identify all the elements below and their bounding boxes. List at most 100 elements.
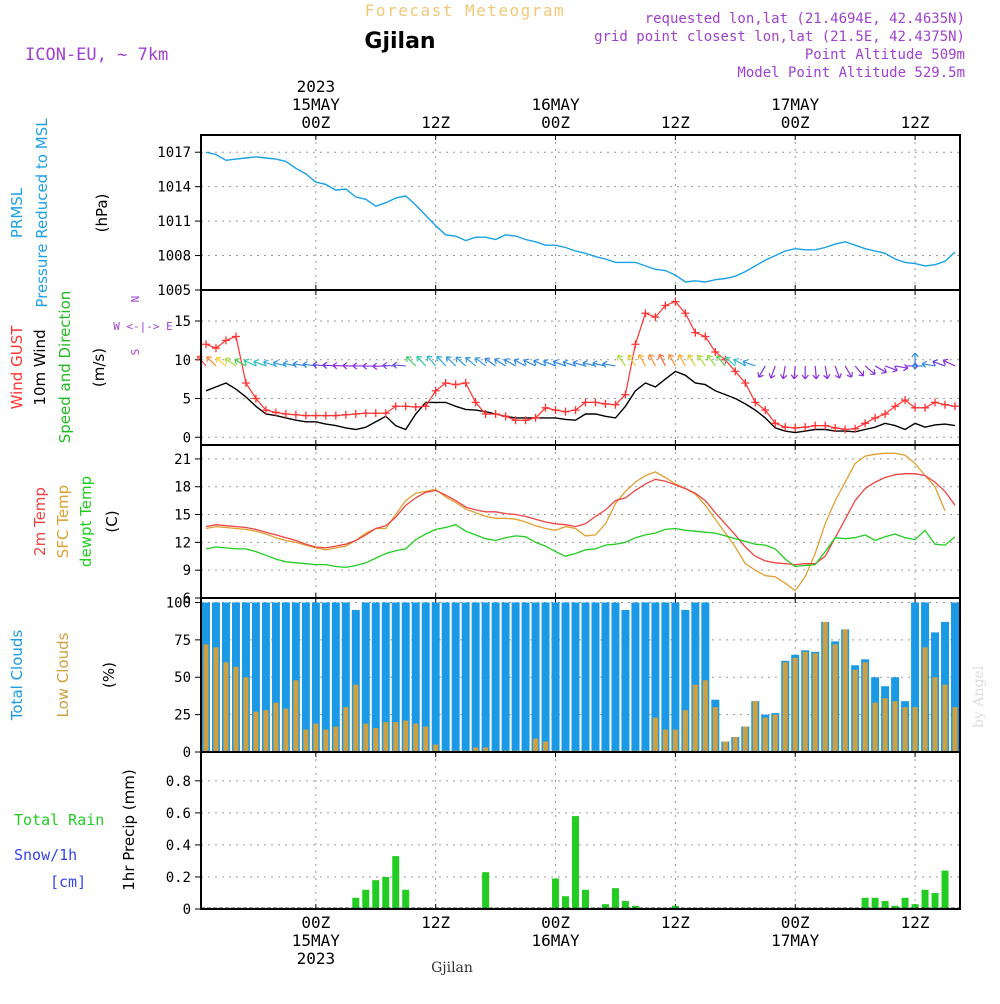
- bottom-time-label: 2023: [297, 949, 336, 968]
- panel-frame: [200, 751, 961, 910]
- wind-direction-arrow: [687, 354, 696, 367]
- rain-bar: [631, 905, 639, 909]
- top-time-label: 00Z: [301, 113, 330, 132]
- watermark: by Angel: [971, 665, 987, 728]
- y-tick-label: 1008: [157, 249, 191, 265]
- gust-marker: [791, 423, 800, 432]
- location-title: Gjilan: [364, 29, 435, 54]
- low-cloud-bar: [363, 723, 369, 752]
- wind-direction-arrow: [494, 357, 506, 367]
- temp-sfc-line: [205, 452, 946, 592]
- gust-marker: [401, 402, 410, 411]
- low-cloud-bar: [483, 747, 489, 752]
- wind-direction-arrow: [523, 358, 536, 367]
- total-cloud-bar: [671, 602, 680, 752]
- y-tick-label: 0.8: [166, 774, 191, 790]
- pressure-label-prmsl: PRMSL: [8, 187, 26, 238]
- total-cloud-bar: [591, 602, 600, 752]
- footer-location: Gjilan: [431, 960, 473, 976]
- wind-direction-arrow: [405, 356, 417, 367]
- low-cloud-bar: [203, 644, 209, 752]
- gust-marker: [291, 410, 300, 419]
- temp-label-2m: 2m Temp: [31, 487, 49, 556]
- gust-marker: [301, 411, 310, 420]
- total-cloud-bar: [441, 602, 450, 752]
- gust-marker: [761, 406, 770, 415]
- gust-marker: [911, 403, 920, 412]
- gust-marker: [461, 379, 470, 387]
- total-cloud-bar: [421, 602, 430, 752]
- panel-frame: [200, 444, 961, 599]
- wind-direction-arrow: [932, 359, 946, 367]
- total-cloud-bar: [351, 609, 360, 752]
- rain-bar: [621, 900, 629, 909]
- y-tick-label: 25: [174, 708, 191, 724]
- rain-bar: [392, 856, 400, 909]
- gust-marker: [351, 410, 360, 418]
- total-cloud-bar: [471, 602, 480, 752]
- gust-marker: [481, 410, 490, 418]
- low-cloud-bar: [213, 647, 219, 752]
- total-cloud-bar: [571, 602, 580, 752]
- wind-direction-arrow: [224, 357, 237, 367]
- gust-marker: [541, 403, 550, 412]
- wind-direction-arrow: [552, 359, 566, 367]
- gust-marker: [941, 400, 950, 409]
- compass-we: W <-|-> E: [113, 320, 173, 333]
- top-time-label: 12Z: [421, 113, 450, 132]
- gust-marker: [511, 416, 520, 425]
- wind-direction-arrow: [253, 359, 267, 367]
- gust-marker: [211, 344, 220, 353]
- wind-label-direction: Speed and Direction: [56, 291, 74, 444]
- low-cloud-bar: [413, 723, 419, 752]
- total-cloud-bar: [631, 602, 640, 752]
- rain-bar: [562, 896, 570, 909]
- gust-marker: [411, 403, 420, 412]
- gust-marker: [701, 332, 710, 341]
- rain-bar: [482, 872, 490, 909]
- total-cloud-bar: [331, 602, 340, 752]
- gust-marker: [841, 425, 850, 434]
- rain-bar: [861, 897, 869, 909]
- y-tick-label: 0.4: [166, 838, 191, 854]
- gust-marker: [671, 297, 680, 306]
- wind-direction-arrow: [206, 356, 217, 367]
- gust-marker: [621, 390, 630, 399]
- requested-coords: requested lon,lat (21.4694E, 42.4635N): [645, 11, 965, 27]
- wind-direction-arrow: [667, 353, 676, 367]
- low-cloud-bar: [952, 707, 958, 752]
- gust-marker: [571, 406, 580, 415]
- total-cloud-bar: [531, 602, 540, 752]
- low-cloud-bar: [473, 747, 479, 752]
- wind-direction-arrow: [790, 365, 799, 380]
- gust-marker: [281, 410, 290, 418]
- wind-label-10m: 10m Wind: [31, 329, 49, 405]
- y-tick-label: 100: [166, 595, 191, 611]
- low-cloud-bar: [932, 677, 938, 752]
- wind-direction-arrow: [474, 357, 486, 367]
- low-cloud-bar: [533, 738, 539, 752]
- y-tick-label: 9: [183, 563, 191, 579]
- low-cloud-bar: [223, 662, 229, 752]
- total-cloud-bar: [271, 602, 280, 752]
- total-cloud-bar: [521, 602, 530, 752]
- gust-marker: [491, 410, 500, 418]
- rain-bar: [362, 889, 370, 909]
- rain-bar: [921, 889, 929, 909]
- gust-marker: [311, 411, 320, 420]
- gust-marker: [871, 413, 880, 422]
- y-tick-label: 75: [174, 633, 191, 649]
- gust-marker: [631, 340, 640, 349]
- total-cloud-bar: [361, 602, 370, 752]
- gust-marker: [851, 424, 860, 433]
- top-time-label: 2023: [297, 77, 336, 96]
- total-cloud-bar: [291, 602, 300, 752]
- low-cloud-bar: [862, 662, 868, 752]
- wind-direction-arrow: [677, 354, 686, 367]
- low-cloud-bar: [662, 729, 668, 752]
- y-tick-label: 1014: [157, 180, 191, 196]
- total-cloud-bar: [551, 602, 560, 752]
- gust-marker: [431, 386, 440, 395]
- model-point-altitude: Model Point Altitude 529.5m: [737, 65, 965, 81]
- total-cloud-bar: [461, 602, 470, 752]
